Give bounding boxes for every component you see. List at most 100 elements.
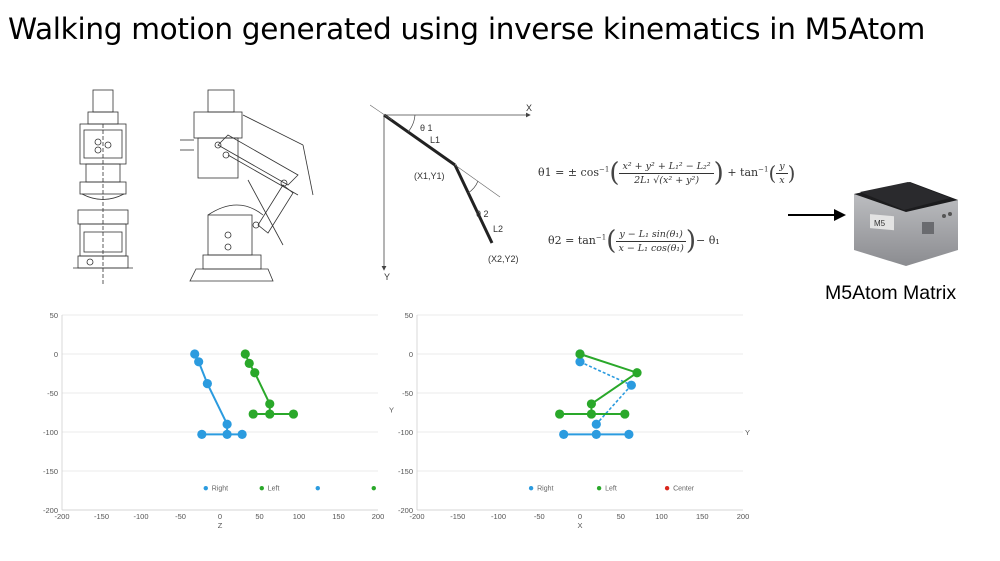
x-axis-label: X <box>526 103 532 113</box>
x-tick-label: 200 <box>372 512 385 521</box>
x-tick-label: -150 <box>450 512 465 521</box>
x-axis-title: Z <box>218 521 223 530</box>
theta2-numerator: y − L₁ sin(θ₁) <box>616 229 686 242</box>
l1-label: L1 <box>430 135 440 145</box>
legend-label: Left <box>605 486 617 493</box>
y-axis-title: Y <box>389 406 394 415</box>
x-tick-label: -200 <box>409 512 424 521</box>
legend-marker <box>203 485 208 491</box>
y-tick-label: -200 <box>398 506 413 515</box>
data-point-left <box>555 409 565 419</box>
data-point-right <box>197 429 207 439</box>
data-point-left <box>632 368 642 378</box>
data-point-right <box>202 379 212 389</box>
data-point-left <box>288 409 299 419</box>
joint2-label: (X2,Y2) <box>488 254 519 264</box>
data-point-right <box>222 429 232 439</box>
data-point-left <box>586 409 597 419</box>
data-point-left <box>265 399 275 409</box>
xy-projection-chart: 50 0 -50 -100 -150 -200-200 -150 -100 -50 0 50 100 1… <box>389 311 750 530</box>
y-tick-label: -100 <box>43 428 58 437</box>
series-line-left <box>590 371 638 405</box>
theta1-plus-tan: + tan <box>727 166 759 179</box>
data-point-right <box>591 419 601 429</box>
data-point-right <box>575 357 585 367</box>
data-point-left <box>575 349 585 359</box>
data-point-right <box>237 429 247 439</box>
data-point-left <box>240 349 250 359</box>
data-point-left <box>248 409 258 419</box>
theta2-inv: −1 <box>595 233 607 242</box>
x-tick-label: -100 <box>491 512 506 521</box>
legend-marker <box>259 485 264 491</box>
y-tick-label: -100 <box>398 428 413 437</box>
data-point-left <box>586 399 597 409</box>
x-tick-label: -50 <box>175 512 186 521</box>
theta1-denominator: 2L₁ √(x² + y²) <box>634 174 700 186</box>
y-tick-label: 0 <box>54 350 58 359</box>
data-point-left <box>265 409 275 419</box>
x-tick-label: 150 <box>332 512 345 521</box>
y-tick-label: -50 <box>402 389 413 398</box>
legend-label: Right <box>212 486 228 493</box>
x-tick-label: 100 <box>655 512 668 521</box>
link-l1 <box>383 113 456 167</box>
data-point-right <box>190 349 200 359</box>
data-point-right <box>591 429 601 439</box>
theta2-label: θ 2 <box>476 209 489 219</box>
data-point-right <box>624 429 634 439</box>
x-tick-label: 150 <box>696 512 709 521</box>
legend-marker <box>596 485 602 491</box>
device-label: M5Atom Matrix <box>825 282 957 304</box>
joint1-label: (X1,Y1) <box>414 171 445 181</box>
legend-marker <box>528 485 534 491</box>
theta1-frac2-num: y <box>776 161 788 174</box>
x-tick-label: 50 <box>255 512 263 521</box>
theta1-arc <box>407 114 416 133</box>
device-logo-plate <box>870 214 894 231</box>
data-point-right <box>222 419 232 429</box>
legend-label: Left <box>268 486 280 493</box>
y-tick-label: 50 <box>50 311 58 320</box>
y-tick-label: -200 <box>43 506 58 515</box>
x-tick-label: 0 <box>578 512 582 521</box>
data-point-left <box>244 358 254 368</box>
theta1-numerator: x² + y² + L₁² − L₂² <box>619 161 714 174</box>
data-point-right <box>194 357 204 367</box>
y-axis-title-right: Y <box>745 428 750 437</box>
x-tick-label: 100 <box>293 512 306 521</box>
ik-geometry-diagram: X Y θ 1 L1 (X1,Y1) θ 2 L2 (X2,Y2) <box>370 103 532 282</box>
series-line-right <box>206 383 229 425</box>
theta1-inv: −1 <box>598 165 610 174</box>
theta2-arc <box>467 180 479 194</box>
x-tick-label: -200 <box>54 512 69 521</box>
series-line-left <box>579 353 638 374</box>
x-tick-label: 0 <box>218 512 222 521</box>
slide-title: Walking motion generated using inverse k… <box>8 12 926 46</box>
theta1-lhs: θ1 = ± cos <box>538 166 599 179</box>
theta2-formula: θ2 = tan−1(y − L₁ sin(θ₁) x − L₁ cos(θ₁))… <box>548 226 720 256</box>
device-port <box>922 222 934 234</box>
theta1-label: θ 1 <box>420 123 433 133</box>
legend-label: Center <box>673 486 695 493</box>
theta1-formula: θ1 = ± cos−1(x² + y² + L₁² − L₂² 2L₁ √(x²… <box>538 158 796 188</box>
y-tick-label: -150 <box>398 467 413 476</box>
series-line-left <box>253 372 271 405</box>
x-tick-label: 50 <box>617 512 625 521</box>
x-axis-title: X <box>577 521 582 530</box>
l2-label: L2 <box>493 224 503 234</box>
link-l2 <box>453 164 494 244</box>
y-tick-label: -50 <box>47 389 58 398</box>
m5atom-matrix-device: M5 <box>854 182 958 266</box>
x-tick-label: -50 <box>534 512 545 521</box>
x-tick-label: -150 <box>94 512 109 521</box>
z-projection-chart: 50 0 -50 -100 -150 -200-200 -150 -100 -50 0 50 100 1… <box>43 311 385 530</box>
theta1-frac2-den: x <box>779 174 785 186</box>
legend-marker <box>315 485 320 491</box>
theta2-denominator: x − L₁ cos(θ₁) <box>618 242 684 254</box>
y-axis-label: Y <box>384 272 390 282</box>
legend-marker <box>664 485 670 491</box>
y-tick-label: 50 <box>405 311 413 320</box>
y-tick-label: 0 <box>409 350 413 359</box>
arrow-icon <box>788 209 846 221</box>
